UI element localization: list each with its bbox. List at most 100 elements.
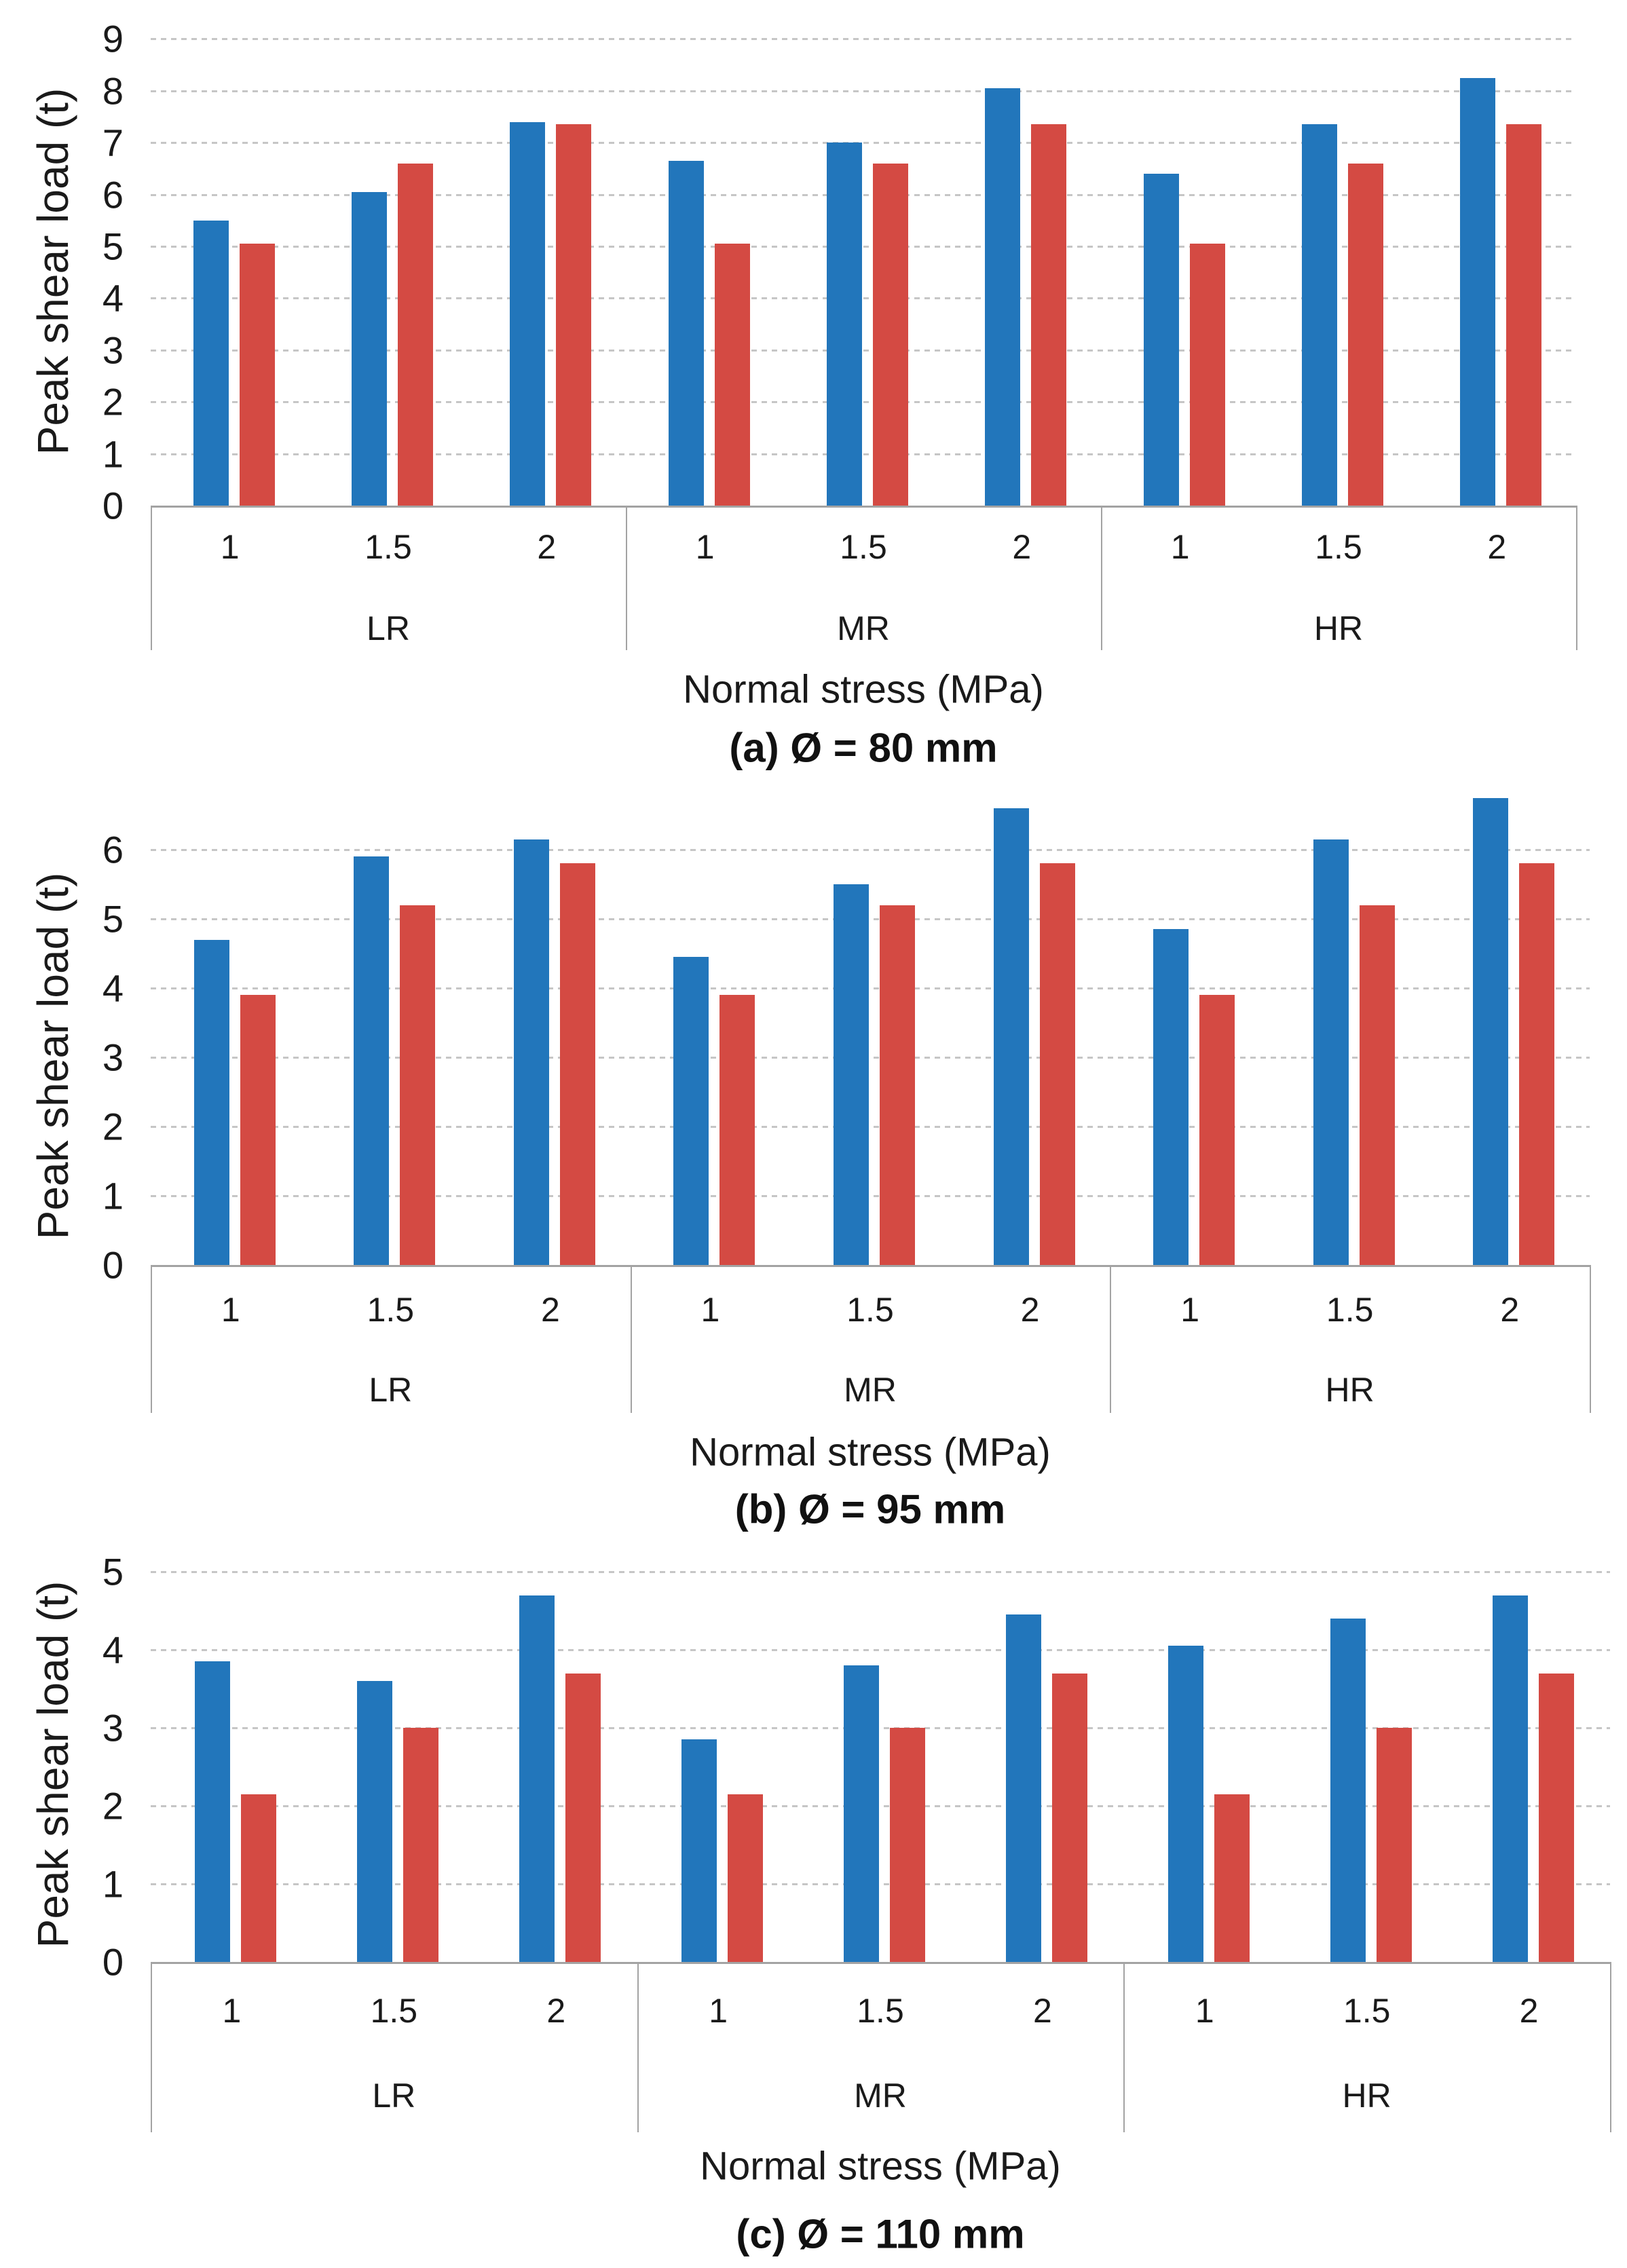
y-tick-label: 7 [102, 121, 124, 164]
x-axis-title: Normal stress (MPa) [700, 2144, 1061, 2189]
bar-red [1214, 1794, 1250, 1962]
y-tick-label: 5 [102, 897, 124, 941]
y-tick-label: 8 [102, 69, 124, 113]
y-tick-label: 5 [102, 225, 124, 268]
bar-blue [1460, 77, 1496, 506]
y-tick-label: 3 [102, 328, 124, 372]
category-label: 1.5 [840, 528, 887, 566]
bar-red [1051, 1673, 1087, 1962]
bar-red [1538, 1673, 1574, 1962]
gridline [151, 349, 1576, 352]
bar-blue [195, 1661, 231, 1962]
group-divider [1110, 1265, 1112, 1413]
bar-blue [193, 220, 229, 506]
bar-red [241, 1794, 277, 1962]
bar-blue [993, 808, 1029, 1265]
chart-caption: (a) Ø = 80 mm [729, 725, 998, 771]
group-label: HR [1342, 2077, 1391, 2115]
group-divider [1101, 506, 1102, 650]
category-label: 1.5 [857, 1992, 904, 2030]
group-divider [151, 1265, 152, 1413]
bar-red [1348, 163, 1383, 506]
group-divider [1590, 1265, 1591, 1413]
gridline [151, 90, 1576, 92]
bar-red [1199, 995, 1235, 1265]
y-tick-label: 3 [102, 1706, 124, 1750]
y-tick-label: 2 [102, 380, 124, 423]
group-label: HR [1325, 1371, 1374, 1409]
category-label: 1 [220, 528, 240, 566]
chart-caption: (c) Ø = 110 mm [736, 2211, 1025, 2257]
group-label: HR [1313, 609, 1364, 647]
bar-red [1506, 124, 1542, 506]
bar-blue [844, 1665, 879, 1962]
x-axis-title: Normal stress (MPa) [690, 1430, 1051, 1475]
bar-blue [673, 957, 709, 1265]
y-tick-label: 6 [102, 173, 124, 216]
category-label: 2 [1519, 1992, 1539, 2030]
group-label: LR [369, 1371, 413, 1409]
bar-red [890, 1728, 925, 1962]
gridline [151, 1883, 1610, 1885]
bar-blue [193, 939, 229, 1265]
bar-red [400, 905, 436, 1265]
bar-red [556, 124, 592, 506]
bar-red [398, 163, 433, 506]
y-tick-label: 1 [102, 432, 124, 476]
bar-blue [985, 88, 1021, 506]
bar-blue [519, 1595, 555, 1962]
gridline [151, 1057, 1590, 1059]
group-divider [637, 1962, 639, 2132]
gridline [151, 918, 1590, 920]
bar-blue [510, 121, 546, 506]
axis-baseline [151, 1265, 1590, 1267]
bar-red [239, 244, 275, 506]
bar-red [565, 1673, 601, 1962]
category-label: 1 [700, 1291, 720, 1329]
category-label: 1.5 [846, 1291, 894, 1329]
bar-red [1519, 863, 1555, 1265]
gridline [151, 246, 1576, 248]
category-label: 2 [1500, 1291, 1520, 1329]
y-tick-label: 0 [102, 1243, 124, 1287]
group-divider [1610, 1962, 1611, 2132]
group-divider [151, 1962, 152, 2132]
bar-blue [834, 884, 869, 1265]
y-tick-label: 0 [102, 484, 124, 527]
bar-blue [513, 839, 549, 1265]
group-divider [1576, 506, 1577, 650]
y-tick-label: 6 [102, 828, 124, 871]
gridline [151, 297, 1576, 300]
bar-red [1039, 863, 1075, 1265]
category-label: 2 [540, 1291, 560, 1329]
axis-baseline [151, 506, 1576, 508]
gridline [151, 1649, 1610, 1651]
bar-red [1031, 124, 1067, 506]
gridline [151, 1195, 1590, 1197]
group-label: LR [372, 2077, 416, 2115]
bar-blue [827, 143, 862, 506]
gridline [151, 38, 1576, 41]
gridline [151, 193, 1576, 196]
category-label: 2 [537, 528, 557, 566]
group-label: MR [854, 2077, 907, 2115]
bar-red [728, 1794, 764, 1962]
category-label: 2 [1012, 528, 1032, 566]
category-label: 1.5 [370, 1992, 418, 2030]
gridline [151, 987, 1590, 989]
category-label: 1.5 [367, 1291, 415, 1329]
category-label: 1 [221, 1291, 240, 1329]
category-label: 2 [1032, 1992, 1052, 2030]
category-label: 2 [546, 1992, 566, 2030]
gridline [151, 1126, 1590, 1128]
category-label: 2 [1487, 528, 1507, 566]
bar-blue [1492, 1595, 1528, 1962]
group-divider [626, 506, 627, 650]
group-label: MR [837, 609, 890, 647]
y-tick-label: 9 [102, 17, 124, 60]
gridline [151, 453, 1576, 455]
bar-blue [357, 1681, 393, 1962]
category-label: 1.5 [1315, 528, 1362, 566]
category-label: 1.5 [1326, 1291, 1374, 1329]
